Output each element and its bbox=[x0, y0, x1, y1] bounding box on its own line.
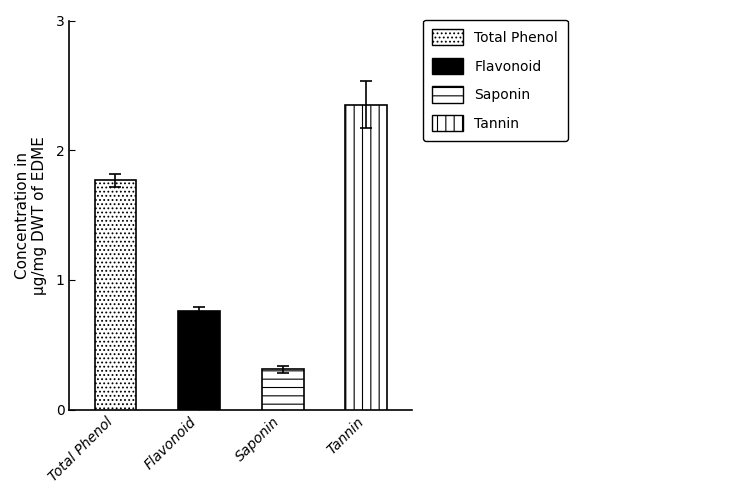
Bar bbox=[346, 105, 387, 410]
Legend: Total Phenol, Flavonoid, Saponin, Tannin: Total Phenol, Flavonoid, Saponin, Tannin bbox=[423, 19, 568, 141]
Y-axis label: Concentration in
μg/mg DWT of EDME: Concentration in μg/mg DWT of EDME bbox=[15, 136, 47, 294]
Bar bbox=[262, 369, 304, 410]
Bar bbox=[178, 311, 220, 410]
Bar bbox=[94, 180, 136, 410]
